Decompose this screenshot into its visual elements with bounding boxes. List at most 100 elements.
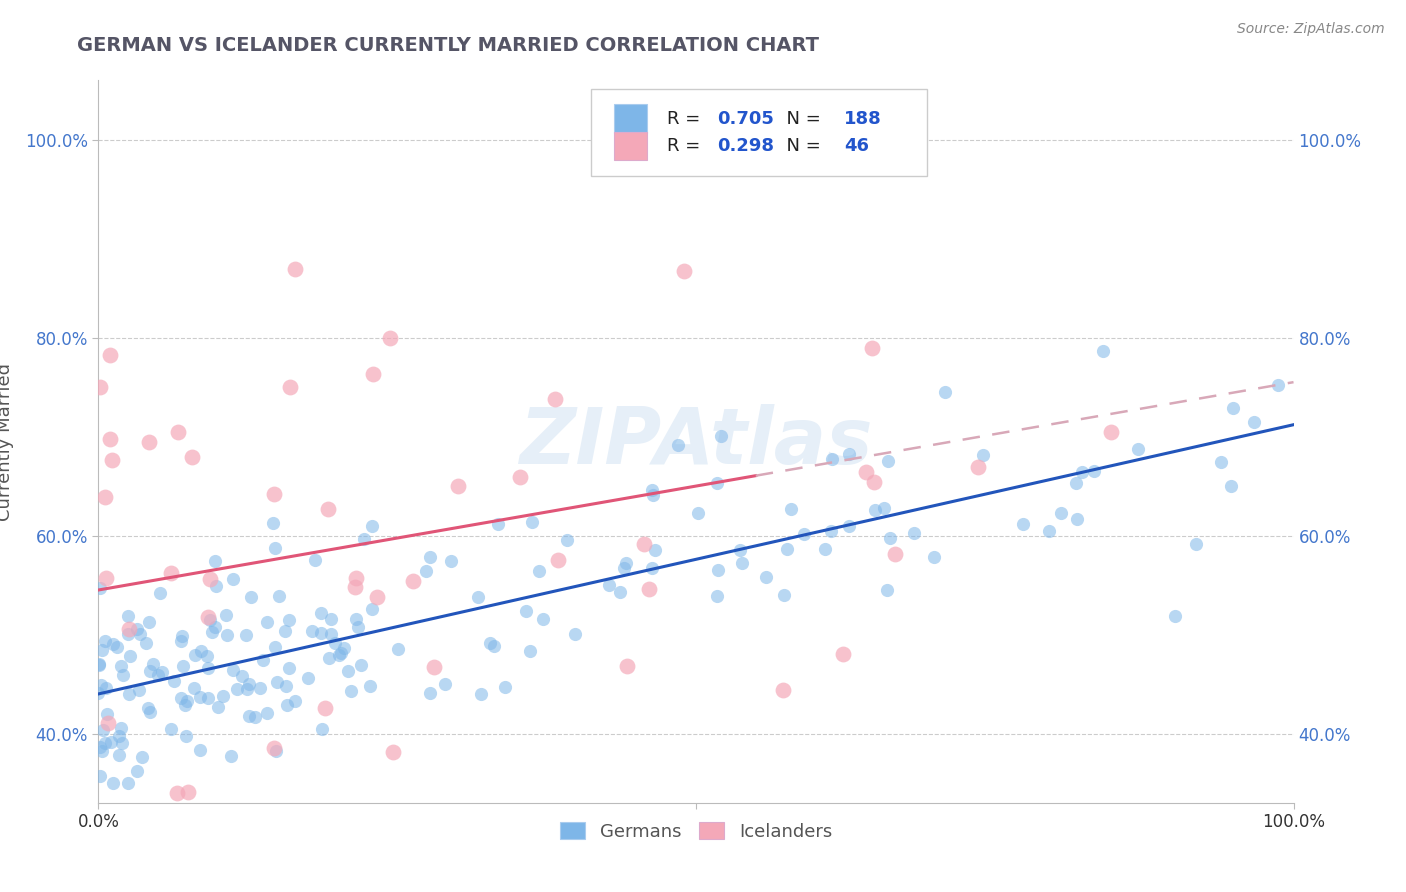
Point bbox=[219, 748, 242, 763]
Point bbox=[110, 658, 132, 673]
Text: Source: ZipAtlas.com: Source: ZipAtlas.com bbox=[1237, 22, 1385, 37]
Point bbox=[353, 532, 375, 546]
Point bbox=[98, 348, 121, 362]
Point bbox=[108, 729, 131, 743]
Point bbox=[311, 606, 333, 620]
Point bbox=[170, 633, 193, 648]
Point bbox=[361, 602, 384, 616]
Point bbox=[159, 722, 181, 736]
Point bbox=[1126, 442, 1149, 457]
Point bbox=[361, 519, 384, 533]
Point bbox=[614, 556, 637, 570]
Point bbox=[402, 574, 425, 588]
Point bbox=[266, 675, 288, 690]
Point bbox=[344, 612, 367, 626]
Point bbox=[922, 549, 945, 564]
Point bbox=[531, 612, 554, 626]
Point bbox=[142, 657, 165, 671]
Point bbox=[346, 620, 368, 634]
Point bbox=[205, 579, 228, 593]
Point bbox=[515, 604, 537, 618]
Point bbox=[276, 698, 298, 713]
Point bbox=[706, 563, 728, 577]
Point bbox=[564, 627, 586, 641]
Point bbox=[860, 342, 883, 356]
Point bbox=[350, 657, 373, 672]
Point bbox=[211, 689, 233, 703]
Point bbox=[276, 679, 298, 693]
Point bbox=[1050, 506, 1073, 520]
Point bbox=[91, 642, 114, 657]
Point bbox=[167, 425, 190, 439]
Point bbox=[100, 735, 122, 749]
Point bbox=[838, 447, 860, 461]
Point bbox=[94, 634, 117, 648]
Point bbox=[166, 786, 188, 800]
Point bbox=[321, 612, 343, 626]
Point bbox=[318, 651, 340, 665]
Point bbox=[139, 665, 162, 679]
Point bbox=[873, 500, 896, 515]
Point bbox=[314, 701, 336, 715]
Point bbox=[1243, 415, 1265, 429]
FancyBboxPatch shape bbox=[613, 132, 647, 161]
Point bbox=[177, 785, 200, 799]
Point bbox=[527, 564, 550, 578]
Point bbox=[195, 648, 218, 663]
Point bbox=[332, 640, 354, 655]
Point bbox=[1185, 536, 1208, 550]
Point bbox=[128, 683, 150, 698]
Point bbox=[94, 571, 117, 585]
Point bbox=[89, 657, 111, 672]
Text: R =: R = bbox=[668, 110, 706, 128]
Point bbox=[264, 541, 287, 556]
Point bbox=[252, 653, 274, 667]
Point bbox=[204, 554, 226, 568]
Point bbox=[543, 392, 565, 406]
Point bbox=[264, 744, 287, 758]
Point bbox=[876, 582, 898, 597]
Point bbox=[419, 686, 441, 700]
Point bbox=[1220, 479, 1243, 493]
Text: 46: 46 bbox=[844, 137, 869, 155]
Point bbox=[101, 776, 124, 790]
Point bbox=[686, 506, 709, 520]
Point bbox=[118, 622, 141, 636]
Point bbox=[467, 590, 489, 604]
Point bbox=[183, 681, 205, 695]
Point bbox=[238, 708, 260, 723]
Point bbox=[197, 610, 219, 624]
Point bbox=[129, 626, 152, 640]
Text: ZIPAtlas: ZIPAtlas bbox=[519, 403, 873, 480]
Point bbox=[146, 668, 169, 682]
Point bbox=[644, 543, 666, 558]
Point bbox=[135, 635, 157, 649]
Point bbox=[1222, 401, 1244, 416]
Point bbox=[204, 620, 226, 634]
Text: N =: N = bbox=[775, 110, 827, 128]
Point bbox=[215, 608, 238, 623]
Point bbox=[340, 684, 363, 698]
Legend: Germans, Icelanders: Germans, Icelanders bbox=[553, 815, 839, 848]
Point bbox=[256, 706, 278, 720]
Point bbox=[111, 736, 134, 750]
Text: R =: R = bbox=[668, 137, 706, 155]
Point bbox=[316, 501, 339, 516]
Point bbox=[440, 554, 463, 568]
Point bbox=[329, 646, 352, 660]
Point bbox=[1267, 378, 1289, 392]
Point bbox=[278, 613, 301, 627]
Point bbox=[110, 721, 132, 735]
Point bbox=[879, 532, 901, 546]
Point bbox=[105, 640, 128, 654]
Point bbox=[170, 629, 193, 643]
Point bbox=[366, 590, 388, 604]
Point bbox=[249, 681, 271, 696]
Point bbox=[780, 502, 803, 516]
Point bbox=[136, 700, 159, 714]
Point bbox=[87, 657, 110, 672]
Point bbox=[641, 561, 664, 575]
Point bbox=[127, 764, 149, 778]
Point bbox=[96, 681, 118, 696]
Point bbox=[838, 519, 860, 533]
